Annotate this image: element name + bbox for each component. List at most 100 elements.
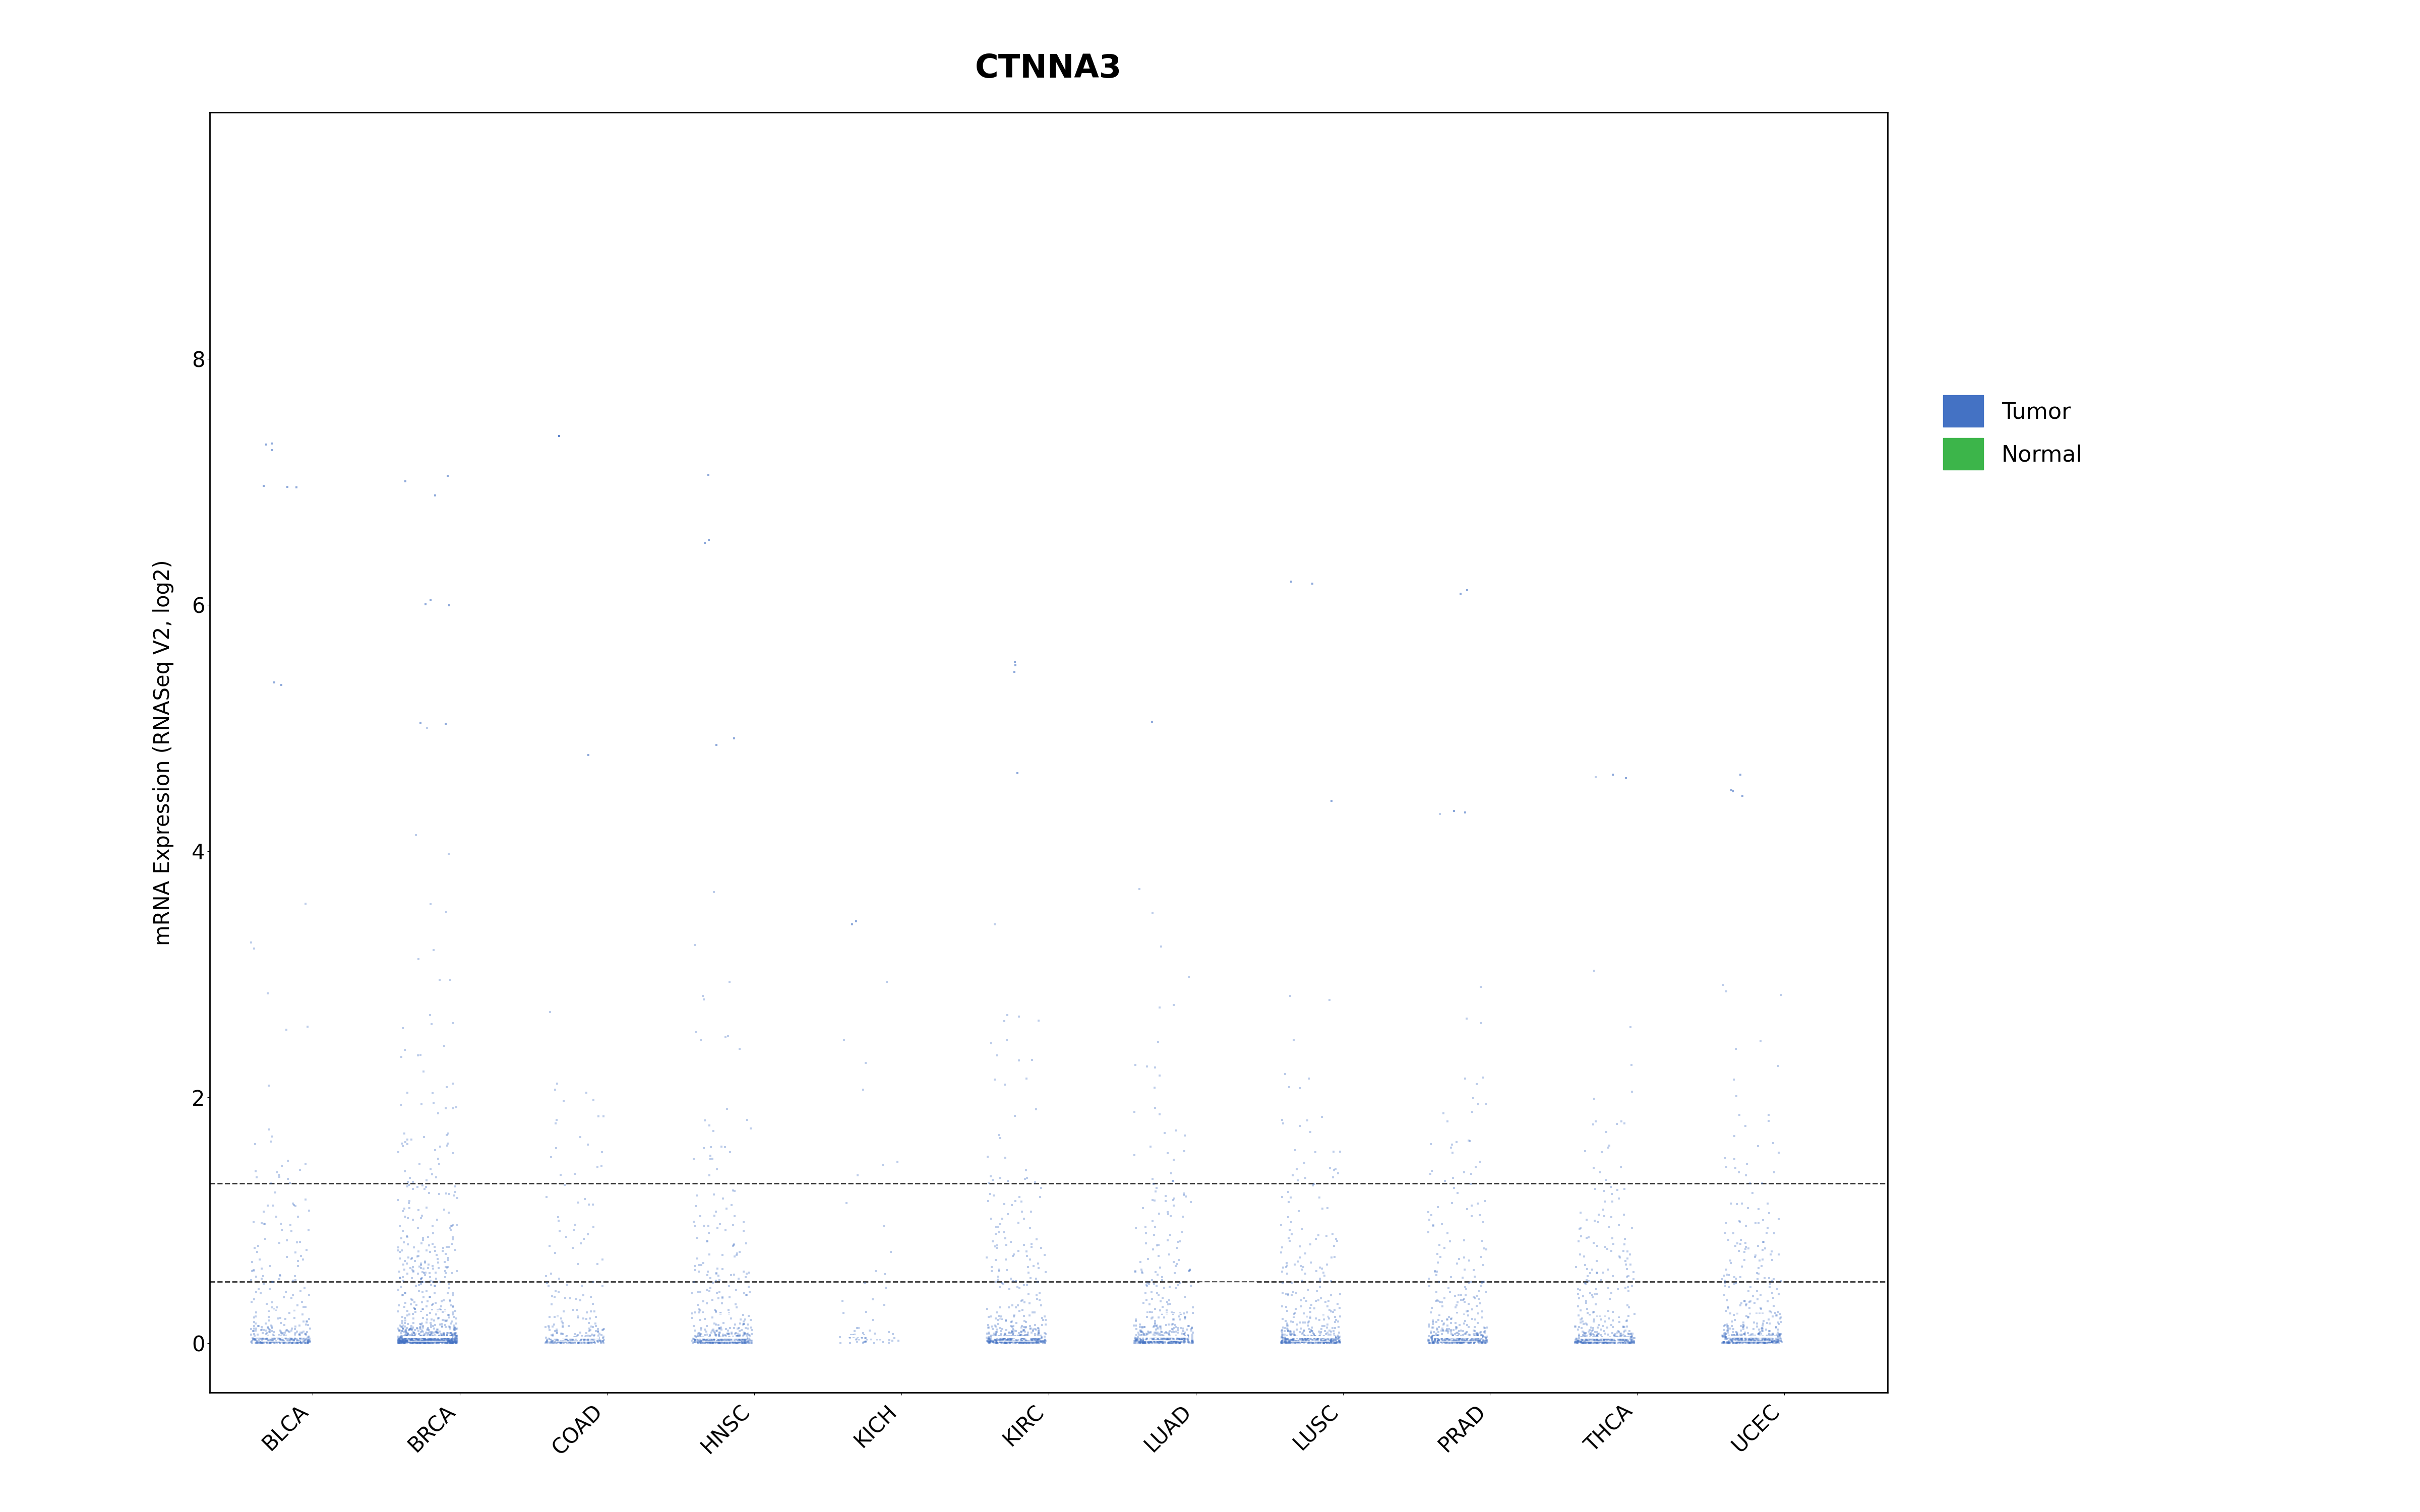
- Point: [1747, 1191, 1786, 1216]
- Point: [1445, 1326, 1483, 1350]
- Point: [1588, 1328, 1626, 1352]
- Point: [1740, 1300, 1779, 1325]
- Point: [1430, 1279, 1469, 1303]
- Point: [690, 1331, 728, 1355]
- Point: [247, 1328, 286, 1352]
- Point: [1578, 1323, 1617, 1347]
- Point: [1152, 1161, 1191, 1185]
- Point: [1120, 1328, 1159, 1352]
- Point: [1159, 1328, 1198, 1352]
- Point: [1418, 1331, 1457, 1355]
- Point: [719, 1331, 757, 1355]
- Point: [985, 1326, 1024, 1350]
- Point: [257, 1297, 295, 1321]
- Point: [252, 1331, 290, 1355]
- Point: [1721, 1331, 1759, 1355]
- Point: [1135, 1315, 1174, 1340]
- Point: [1723, 1329, 1762, 1353]
- Point: [1738, 1331, 1776, 1355]
- Point: [983, 1323, 1021, 1347]
- Point: [985, 1331, 1024, 1355]
- Point: [673, 1331, 711, 1355]
- Point: [409, 1256, 448, 1281]
- Point: [271, 1325, 310, 1349]
- Point: [1467, 1329, 1505, 1353]
- Point: [426, 1181, 465, 1205]
- Point: [997, 1331, 1036, 1355]
- Point: [431, 1329, 469, 1353]
- Point: [542, 1311, 581, 1335]
- Point: [557, 1326, 595, 1350]
- Point: [1154, 1328, 1193, 1352]
- Point: [426, 1326, 465, 1350]
- Point: [1437, 1326, 1476, 1350]
- Point: [1721, 1210, 1759, 1234]
- Point: [847, 1329, 886, 1353]
- Point: [1140, 1325, 1179, 1349]
- Point: [1735, 1325, 1774, 1349]
- Point: [1118, 1323, 1157, 1347]
- Point: [1450, 1331, 1488, 1355]
- Point: [407, 1294, 445, 1318]
- Point: [394, 1329, 433, 1353]
- Point: [1295, 1323, 1333, 1347]
- Point: [1147, 1290, 1186, 1314]
- Point: [382, 1309, 421, 1334]
- Point: [1440, 1331, 1479, 1355]
- Point: [544, 1299, 583, 1323]
- Point: [1742, 1253, 1781, 1278]
- Point: [428, 1134, 467, 1158]
- Point: [1128, 1300, 1166, 1325]
- Point: [421, 1297, 460, 1321]
- Point: [1135, 1328, 1174, 1352]
- Point: [1607, 1256, 1646, 1281]
- Point: [385, 1331, 424, 1355]
- Point: [1595, 1331, 1634, 1355]
- Point: [385, 1160, 424, 1184]
- Point: [1312, 1284, 1350, 1308]
- Point: [264, 1312, 302, 1337]
- Point: [1016, 1228, 1055, 1252]
- Point: [1273, 1279, 1312, 1303]
- Point: [1421, 1303, 1459, 1328]
- Point: [281, 1329, 319, 1353]
- Point: [1556, 1328, 1595, 1352]
- Point: [721, 1328, 760, 1352]
- Point: [1469, 1331, 1508, 1355]
- Point: [726, 1326, 765, 1350]
- Point: [1428, 1308, 1467, 1332]
- Point: [871, 1240, 910, 1264]
- Point: [1457, 1287, 1496, 1311]
- Point: [1609, 1303, 1648, 1328]
- Point: [1307, 1331, 1346, 1355]
- Point: [559, 1252, 598, 1276]
- Point: [419, 1250, 457, 1275]
- Point: [1002, 1331, 1041, 1355]
- Point: [431, 1293, 469, 1317]
- Point: [385, 1323, 424, 1347]
- Point: [433, 1214, 472, 1238]
- Point: [385, 1317, 424, 1341]
- Point: [970, 1328, 1009, 1352]
- Point: [1135, 1328, 1174, 1352]
- Point: [409, 1328, 448, 1352]
- Point: [1602, 1326, 1641, 1350]
- Point: [409, 1328, 448, 1352]
- Point: [1716, 1148, 1754, 1172]
- Point: [1314, 1244, 1353, 1269]
- Point: [244, 1326, 283, 1350]
- Point: [975, 1306, 1014, 1331]
- Point: [571, 1325, 610, 1349]
- Point: [975, 1314, 1014, 1338]
- Point: [540, 423, 578, 448]
- Point: [678, 1321, 716, 1346]
- Point: [675, 1331, 714, 1355]
- Point: [731, 1323, 770, 1347]
- Point: [1730, 1172, 1769, 1196]
- Point: [385, 1328, 424, 1352]
- Point: [1568, 1226, 1607, 1250]
- Point: [1704, 1331, 1742, 1355]
- Point: [232, 1259, 271, 1284]
- Point: [1152, 1326, 1191, 1350]
- Point: [1166, 1329, 1205, 1353]
